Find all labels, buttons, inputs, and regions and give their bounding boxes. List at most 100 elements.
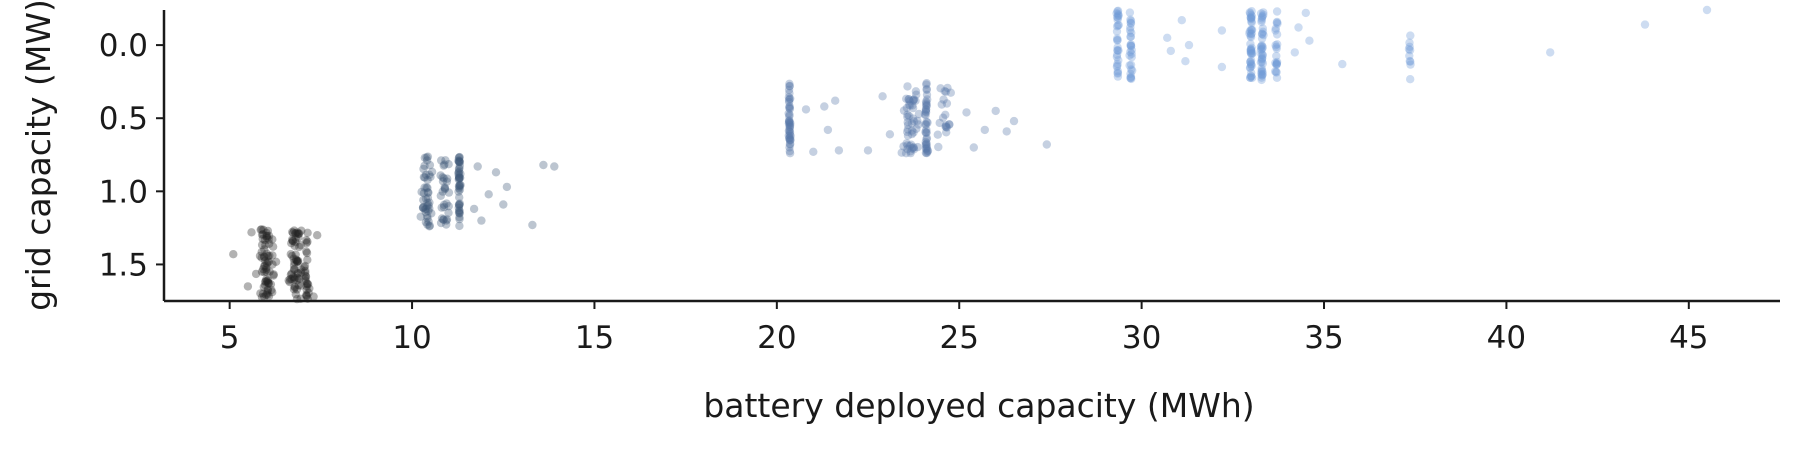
data-point-group-3 [941, 122, 950, 131]
data-point-group-2 [444, 208, 453, 217]
data-point-group-1 [302, 282, 311, 291]
data-point-group-4 [1271, 26, 1280, 35]
data-point-group-3 [784, 97, 794, 107]
data-point-group-1 [294, 229, 303, 239]
data-point-group-4 [1256, 9, 1266, 18]
data-point-group-2 [423, 220, 432, 229]
data-point-group-3 [922, 148, 931, 158]
data-point-group-2 [423, 183, 432, 192]
data-point-group-1 [289, 261, 299, 270]
data-point-group-3 [914, 120, 923, 129]
y-tick-label: 0.5 [99, 101, 148, 137]
data-point-group-2 [424, 188, 433, 197]
data-point-group-1 [299, 263, 309, 272]
data-point-group-1 [258, 234, 267, 244]
data-point-group-4 [1257, 30, 1267, 39]
data-point-group-3 [942, 123, 951, 132]
data-point-group-2 [484, 190, 493, 199]
data-point-group-1 [288, 235, 297, 244]
data-point-group-3 [785, 136, 795, 145]
data-point-group-1 [261, 240, 270, 250]
data-point-group-3 [969, 143, 978, 152]
data-point-group-2 [423, 188, 433, 197]
data-point-group-2 [438, 177, 448, 186]
data-point-group-2 [419, 189, 429, 198]
data-point-group-4 [1272, 57, 1282, 67]
data-point-group-3 [921, 144, 930, 153]
x-tick-label: 40 [1487, 320, 1526, 356]
data-point-group-2 [454, 168, 463, 177]
data-point-group-4 [1245, 27, 1255, 36]
data-point-group-4 [1272, 7, 1282, 16]
data-point-group-3 [923, 95, 932, 104]
data-point-group-1 [262, 249, 271, 258]
data-point-group-2 [455, 161, 464, 170]
data-point-group-1 [295, 242, 304, 252]
data-point-group-3 [785, 112, 794, 121]
data-point-group-3 [923, 146, 933, 155]
data-point-group-3 [784, 131, 793, 140]
data-point-group-4 [1247, 49, 1256, 59]
y-tick-label: 1.0 [99, 174, 148, 210]
data-point-group-3 [903, 141, 912, 150]
x-ticks: 5 10 15 20 25 30 35 40 45 [220, 301, 1709, 356]
data-point-group-1 [262, 265, 271, 274]
data-point-group-3 [904, 95, 914, 104]
data-point-group-2 [440, 184, 450, 193]
data-point-group-1 [268, 288, 277, 297]
data-point-group-3 [899, 142, 908, 151]
data-point-group-3 [785, 123, 794, 132]
data-point-group-3 [933, 130, 942, 139]
data-point-group-4 [1246, 49, 1256, 58]
data-point-group-4 [1126, 40, 1136, 49]
data-point-group-4 [1126, 47, 1135, 57]
data-point-group-4 [1258, 71, 1267, 80]
data-point-group-3 [922, 84, 931, 94]
data-point-group-4 [1259, 10, 1268, 19]
data-point-group-4 [1126, 16, 1136, 26]
data-point-group-3 [908, 101, 917, 110]
data-point-group-3 [903, 127, 912, 137]
data-point-group-2 [455, 152, 464, 162]
data-point-group-3 [785, 125, 794, 134]
data-point-group-2 [423, 214, 432, 223]
data-point-group-3 [907, 126, 917, 135]
data-point-group-4 [1126, 23, 1135, 32]
data-point-group-4 [1258, 42, 1267, 52]
data-point-group-1 [263, 226, 273, 236]
data-point-group-3 [801, 105, 811, 114]
data-point-group-1 [303, 255, 312, 265]
data-point-group-3 [784, 96, 794, 105]
data-point-group-4 [1217, 26, 1227, 35]
data-point-group-2 [423, 198, 432, 208]
data-point-group-3 [785, 118, 794, 127]
data-point-group-3 [941, 87, 951, 97]
data-point-group-1 [268, 251, 277, 260]
data-point-group-3 [785, 79, 794, 89]
data-point-group-3 [921, 140, 930, 149]
data-point-group-1 [303, 237, 312, 246]
data-point-group-1 [305, 284, 314, 293]
data-point-group-4 [1114, 20, 1123, 30]
data-point-group-1 [302, 248, 312, 258]
data-point-group-3 [922, 141, 931, 151]
y-tick-label: 1.5 [99, 247, 148, 283]
data-point-group-4 [1247, 46, 1256, 56]
data-point-group-3 [902, 103, 912, 113]
data-point-group-4 [1125, 8, 1135, 17]
data-point-group-1 [294, 281, 303, 290]
data-point-group-4 [1405, 51, 1414, 60]
data-point-group-3 [939, 95, 948, 104]
data-point-group-4 [1126, 18, 1135, 27]
data-point-group-2 [455, 185, 465, 194]
data-point-group-3 [923, 148, 932, 157]
data-point-group-4 [1258, 59, 1268, 68]
data-point-group-2 [419, 172, 429, 182]
data-point-group-4 [1126, 73, 1136, 83]
data-point-group-3 [980, 125, 989, 135]
data-point-group-3 [784, 117, 794, 127]
data-point-group-3 [785, 120, 794, 129]
data-point-group-4 [1112, 22, 1122, 31]
data-point-group-4 [1247, 29, 1256, 38]
data-point-group-3 [923, 146, 932, 156]
